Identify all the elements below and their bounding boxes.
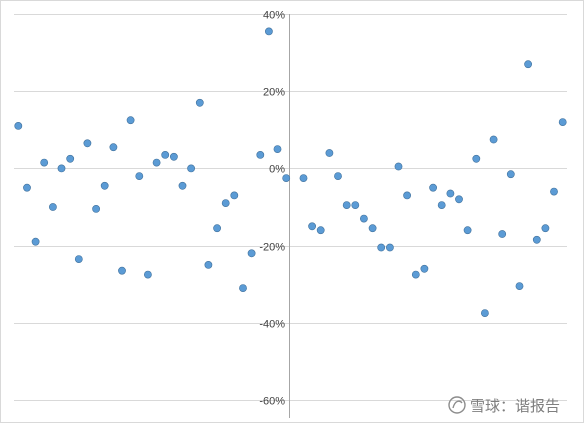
data-point xyxy=(126,116,135,125)
data-point xyxy=(92,204,100,213)
watermark: 雪球：谐报告 xyxy=(448,396,560,415)
data-point xyxy=(40,158,49,167)
data-point xyxy=(169,152,178,161)
data-point xyxy=(403,191,411,200)
data-point xyxy=(230,191,239,200)
data-point xyxy=(187,164,195,173)
data-point xyxy=(342,201,351,209)
data-point xyxy=(480,309,489,317)
data-point xyxy=(446,189,455,198)
data-point xyxy=(377,243,386,252)
y-tick-label: -60% xyxy=(259,396,285,408)
data-point xyxy=(411,270,420,279)
data-point xyxy=(195,98,204,107)
data-point xyxy=(57,164,66,173)
data-point xyxy=(429,183,437,192)
data-point xyxy=(368,224,377,233)
y-tick-label: -20% xyxy=(259,242,285,254)
data-point xyxy=(308,222,316,231)
data-point xyxy=(161,150,170,159)
data-point xyxy=(135,172,144,180)
watermark-text: 雪球：谐报告 xyxy=(470,397,560,415)
y-tick-label: 0% xyxy=(269,164,285,176)
data-point xyxy=(66,154,75,163)
data-point xyxy=(316,226,325,235)
data-point xyxy=(49,203,57,211)
data-point xyxy=(143,270,152,279)
data-point xyxy=(118,266,126,275)
data-point xyxy=(256,150,265,159)
data-point xyxy=(532,235,541,244)
data-point xyxy=(247,249,256,258)
data-point xyxy=(31,237,40,246)
data-point xyxy=(109,143,118,152)
y-tick-label: 40% xyxy=(263,10,285,22)
y-tick-labels: 40% 20% 0% -20% -40% -60% xyxy=(259,10,285,408)
data-point xyxy=(83,139,92,148)
gridlines xyxy=(14,14,567,401)
data-point xyxy=(506,170,515,179)
data-point xyxy=(325,149,334,157)
data-point xyxy=(489,135,498,144)
data-point xyxy=(558,118,567,126)
data-point xyxy=(515,282,524,290)
data-point xyxy=(455,195,463,204)
data-point xyxy=(437,201,446,209)
data-point xyxy=(273,145,282,153)
data-point xyxy=(394,162,403,171)
data-point xyxy=(74,255,83,263)
data-point xyxy=(334,172,342,180)
data-point xyxy=(213,224,221,233)
data-point xyxy=(221,199,230,207)
data-point xyxy=(351,201,360,209)
data-point xyxy=(524,60,532,69)
data-point xyxy=(498,230,507,238)
data-point xyxy=(282,174,291,182)
y-tick-label: -40% xyxy=(259,319,285,331)
data-point xyxy=(100,181,109,190)
data-point xyxy=(541,224,550,233)
data-point xyxy=(14,122,23,130)
data-point xyxy=(239,284,247,292)
data-point xyxy=(152,158,161,167)
snowball-logo-icon xyxy=(448,396,466,414)
data-point xyxy=(204,260,213,269)
data-point xyxy=(178,181,187,190)
data-point xyxy=(420,264,429,273)
data-points xyxy=(14,27,567,317)
data-point xyxy=(23,183,31,192)
data-point xyxy=(472,154,481,163)
data-point xyxy=(299,174,308,182)
data-point xyxy=(463,226,472,235)
data-point xyxy=(385,243,394,252)
data-point xyxy=(264,27,273,36)
data-point xyxy=(359,214,368,223)
data-point xyxy=(550,187,558,196)
y-tick-label: 20% xyxy=(263,87,285,99)
